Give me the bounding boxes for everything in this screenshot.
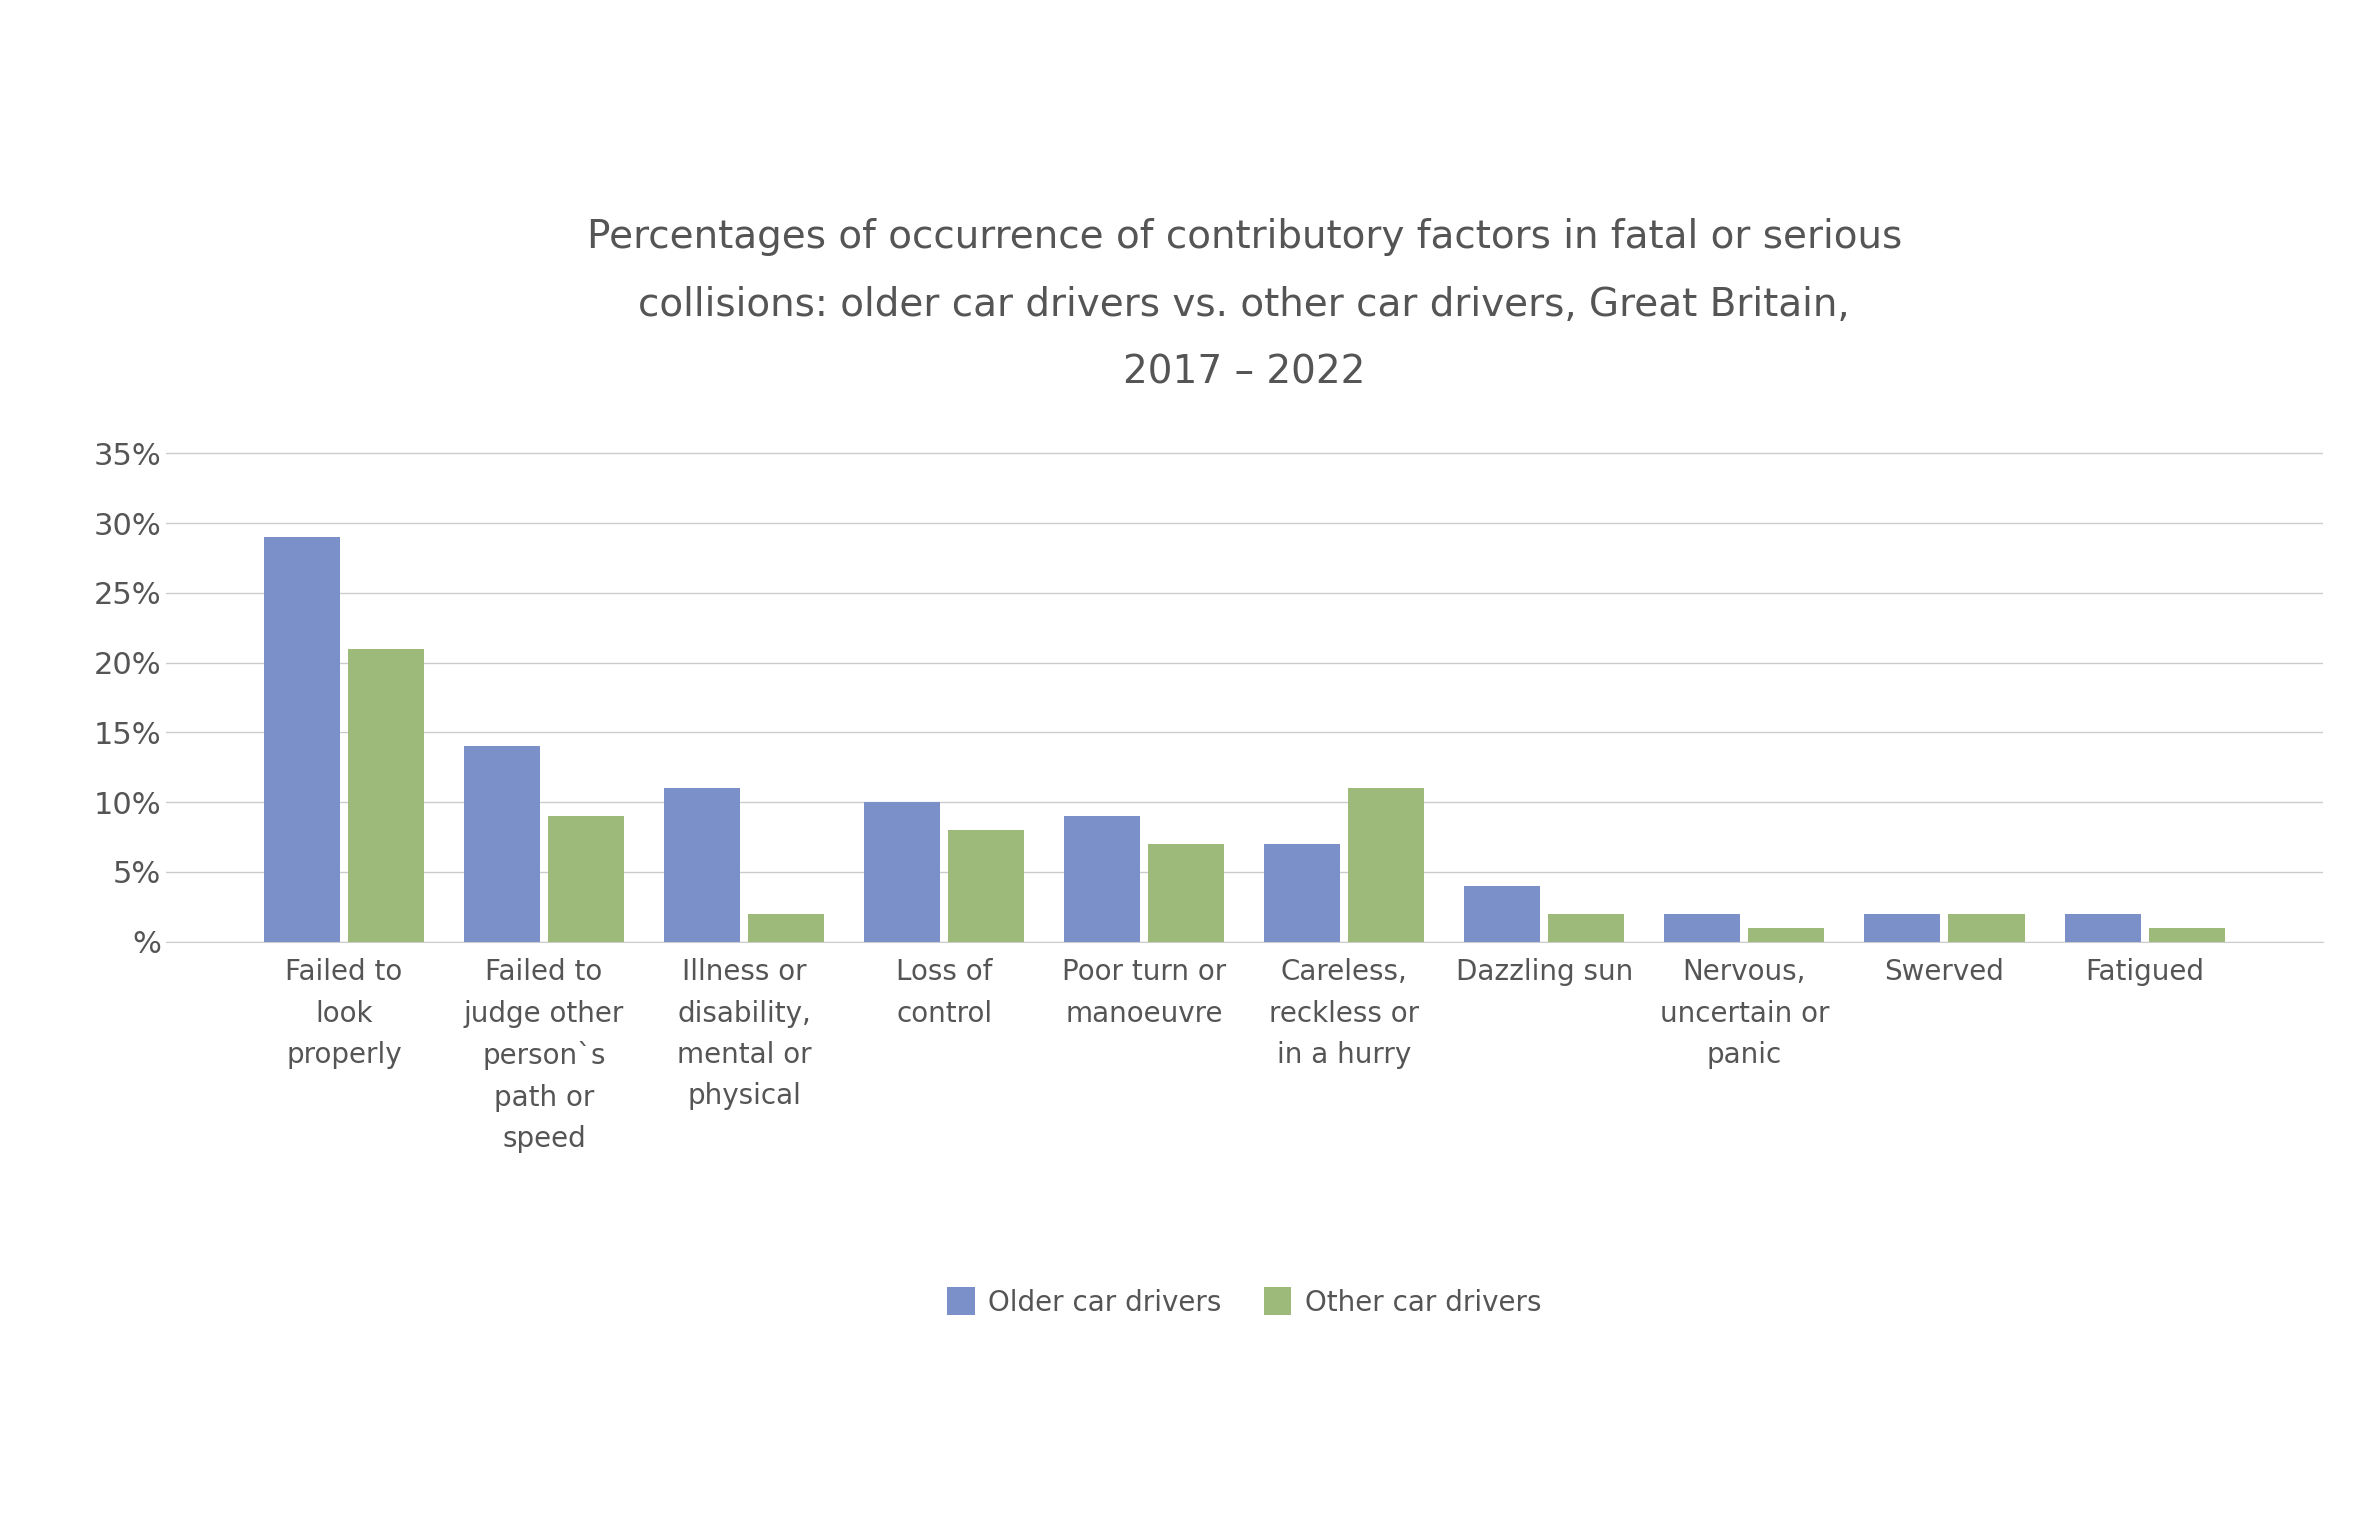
Bar xyxy=(865,802,941,942)
Bar xyxy=(1865,914,1941,942)
Bar xyxy=(1263,845,1341,942)
Bar xyxy=(2150,928,2225,942)
Title: Percentages of occurrence of contributory factors in fatal or serious
collisions: Percentages of occurrence of contributor… xyxy=(588,217,1901,392)
Bar xyxy=(465,746,540,942)
Bar xyxy=(749,914,825,942)
Bar xyxy=(664,788,739,942)
Bar xyxy=(263,538,339,942)
Bar xyxy=(348,649,424,942)
Bar xyxy=(1064,816,1140,942)
Bar xyxy=(1548,914,1623,942)
Bar xyxy=(1147,845,1225,942)
Legend: Older car drivers, Other car drivers: Older car drivers, Other car drivers xyxy=(936,1276,1552,1328)
Bar xyxy=(948,829,1024,942)
Bar xyxy=(1465,886,1541,942)
Bar xyxy=(1349,788,1424,942)
Bar xyxy=(1664,914,1740,942)
Bar xyxy=(547,816,623,942)
Bar xyxy=(1948,914,2024,942)
Bar xyxy=(1749,928,1825,942)
Bar xyxy=(2064,914,2140,942)
